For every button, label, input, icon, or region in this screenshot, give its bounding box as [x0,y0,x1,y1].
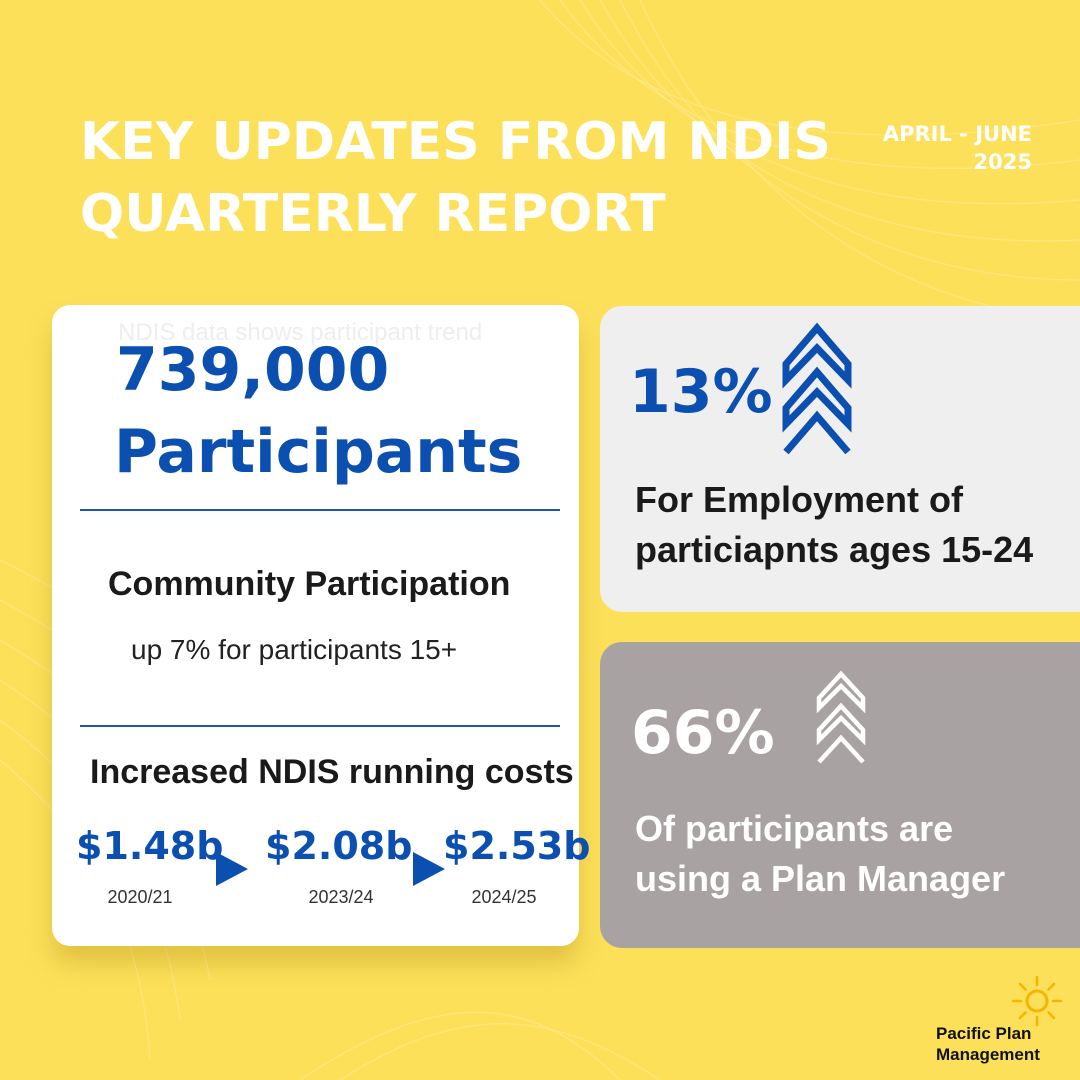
logo-line1: Pacific Plan [936,1024,1032,1043]
divider-top [80,509,560,511]
divider-bottom [80,725,560,727]
plan-manager-percent: 66% [631,698,775,768]
plan-manager-description: Of participants are using a Plan Manager [635,804,1065,904]
arrow-right-icon [413,852,445,886]
participant-count-label: Participants [114,417,523,487]
cost-year-2020-21: 2020/21 [107,887,173,907]
employment-description-line2: particiapnts ages 15-24 [635,529,1034,570]
sun-icon [1011,975,1063,1027]
community-participation-title: Community Participation [108,565,511,603]
triple-chevron-up-icon [816,670,866,764]
participant-count: 739,000 [116,335,390,405]
triple-chevron-up-icon [782,322,852,455]
logo-wordmark: Pacific Plan Management [936,1023,1066,1065]
community-participation-subtitle: up 7% for participants 15+ [131,634,458,665]
cost-value-2020-21: $1.48b [76,824,224,868]
running-costs-title: Increased NDIS running costs [90,753,574,791]
cost-value-2023-24: $2.08b [265,824,413,868]
employment-description-line1: For Employment of [635,479,964,520]
page-title: KEY UPDATES FROM NDIS QUARTERLY REPORT [80,106,831,250]
plan-manager-card [600,642,1080,948]
arrow-right-icon [216,852,248,886]
date-range: APRIL - JUNE 2025 [882,122,1032,174]
cost-value-2024-25: $2.53b [443,824,591,868]
page-title-line1: KEY UPDATES FROM NDIS [80,112,831,172]
plan-manager-description-line1: Of participants are [635,808,954,849]
employment-description: For Employment of particiapnts ages 15-2… [635,475,1065,575]
employment-percent: 13% [629,357,773,427]
participants-card [52,305,579,946]
plan-manager-description-line2: using a Plan Manager [635,858,1006,899]
logo-line2: Management [936,1045,1040,1064]
page-title-line2: QUARTERLY REPORT [80,184,666,244]
cost-year-2023-24: 2023/24 [308,887,374,907]
cost-year-2024-25: 2024/25 [471,887,537,907]
faded-background-text: NDIS data shows participant trend [118,319,483,346]
